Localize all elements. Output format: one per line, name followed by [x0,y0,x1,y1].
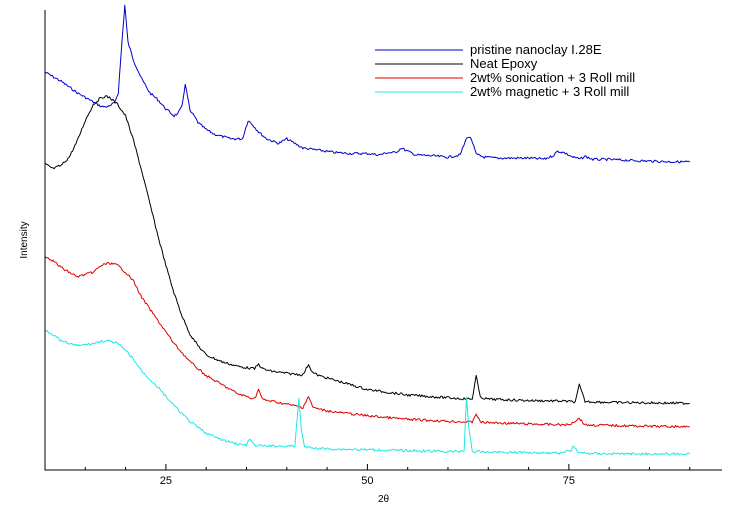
legend-label: pristine nanoclay I.28E [470,42,602,57]
legend-label: 2wt% magnetic + 3 Roll mill [470,84,629,99]
x-tick-label: 25 [160,475,172,487]
legend-item-4: 2wt% magnetic + 3 Roll mill [375,84,629,99]
series-line-1 [44,4,691,164]
x-axis-label: 2θ [378,494,390,505]
x-tick-label: 75 [563,475,575,487]
legend-label: Neat Epoxy [470,56,538,71]
legend-item-1: pristine nanoclay I.28E [375,42,602,57]
series-layer [44,4,691,456]
x-tick-label: 50 [361,475,373,487]
series-line-2 [44,95,690,405]
series-line-4 [44,330,691,456]
series-line-3 [44,255,690,429]
legend-label: 2wt% sonication + 3 Roll mill [470,70,635,85]
legend-item-2: Neat Epoxy [375,56,538,71]
axes-frame [44,10,722,471]
axes-layer [44,10,722,471]
y-axis-label: Intensity [19,221,30,258]
legend-item-3: 2wt% sonication + 3 Roll mill [375,70,635,85]
x-ticks: 25 50 75 [84,464,691,487]
